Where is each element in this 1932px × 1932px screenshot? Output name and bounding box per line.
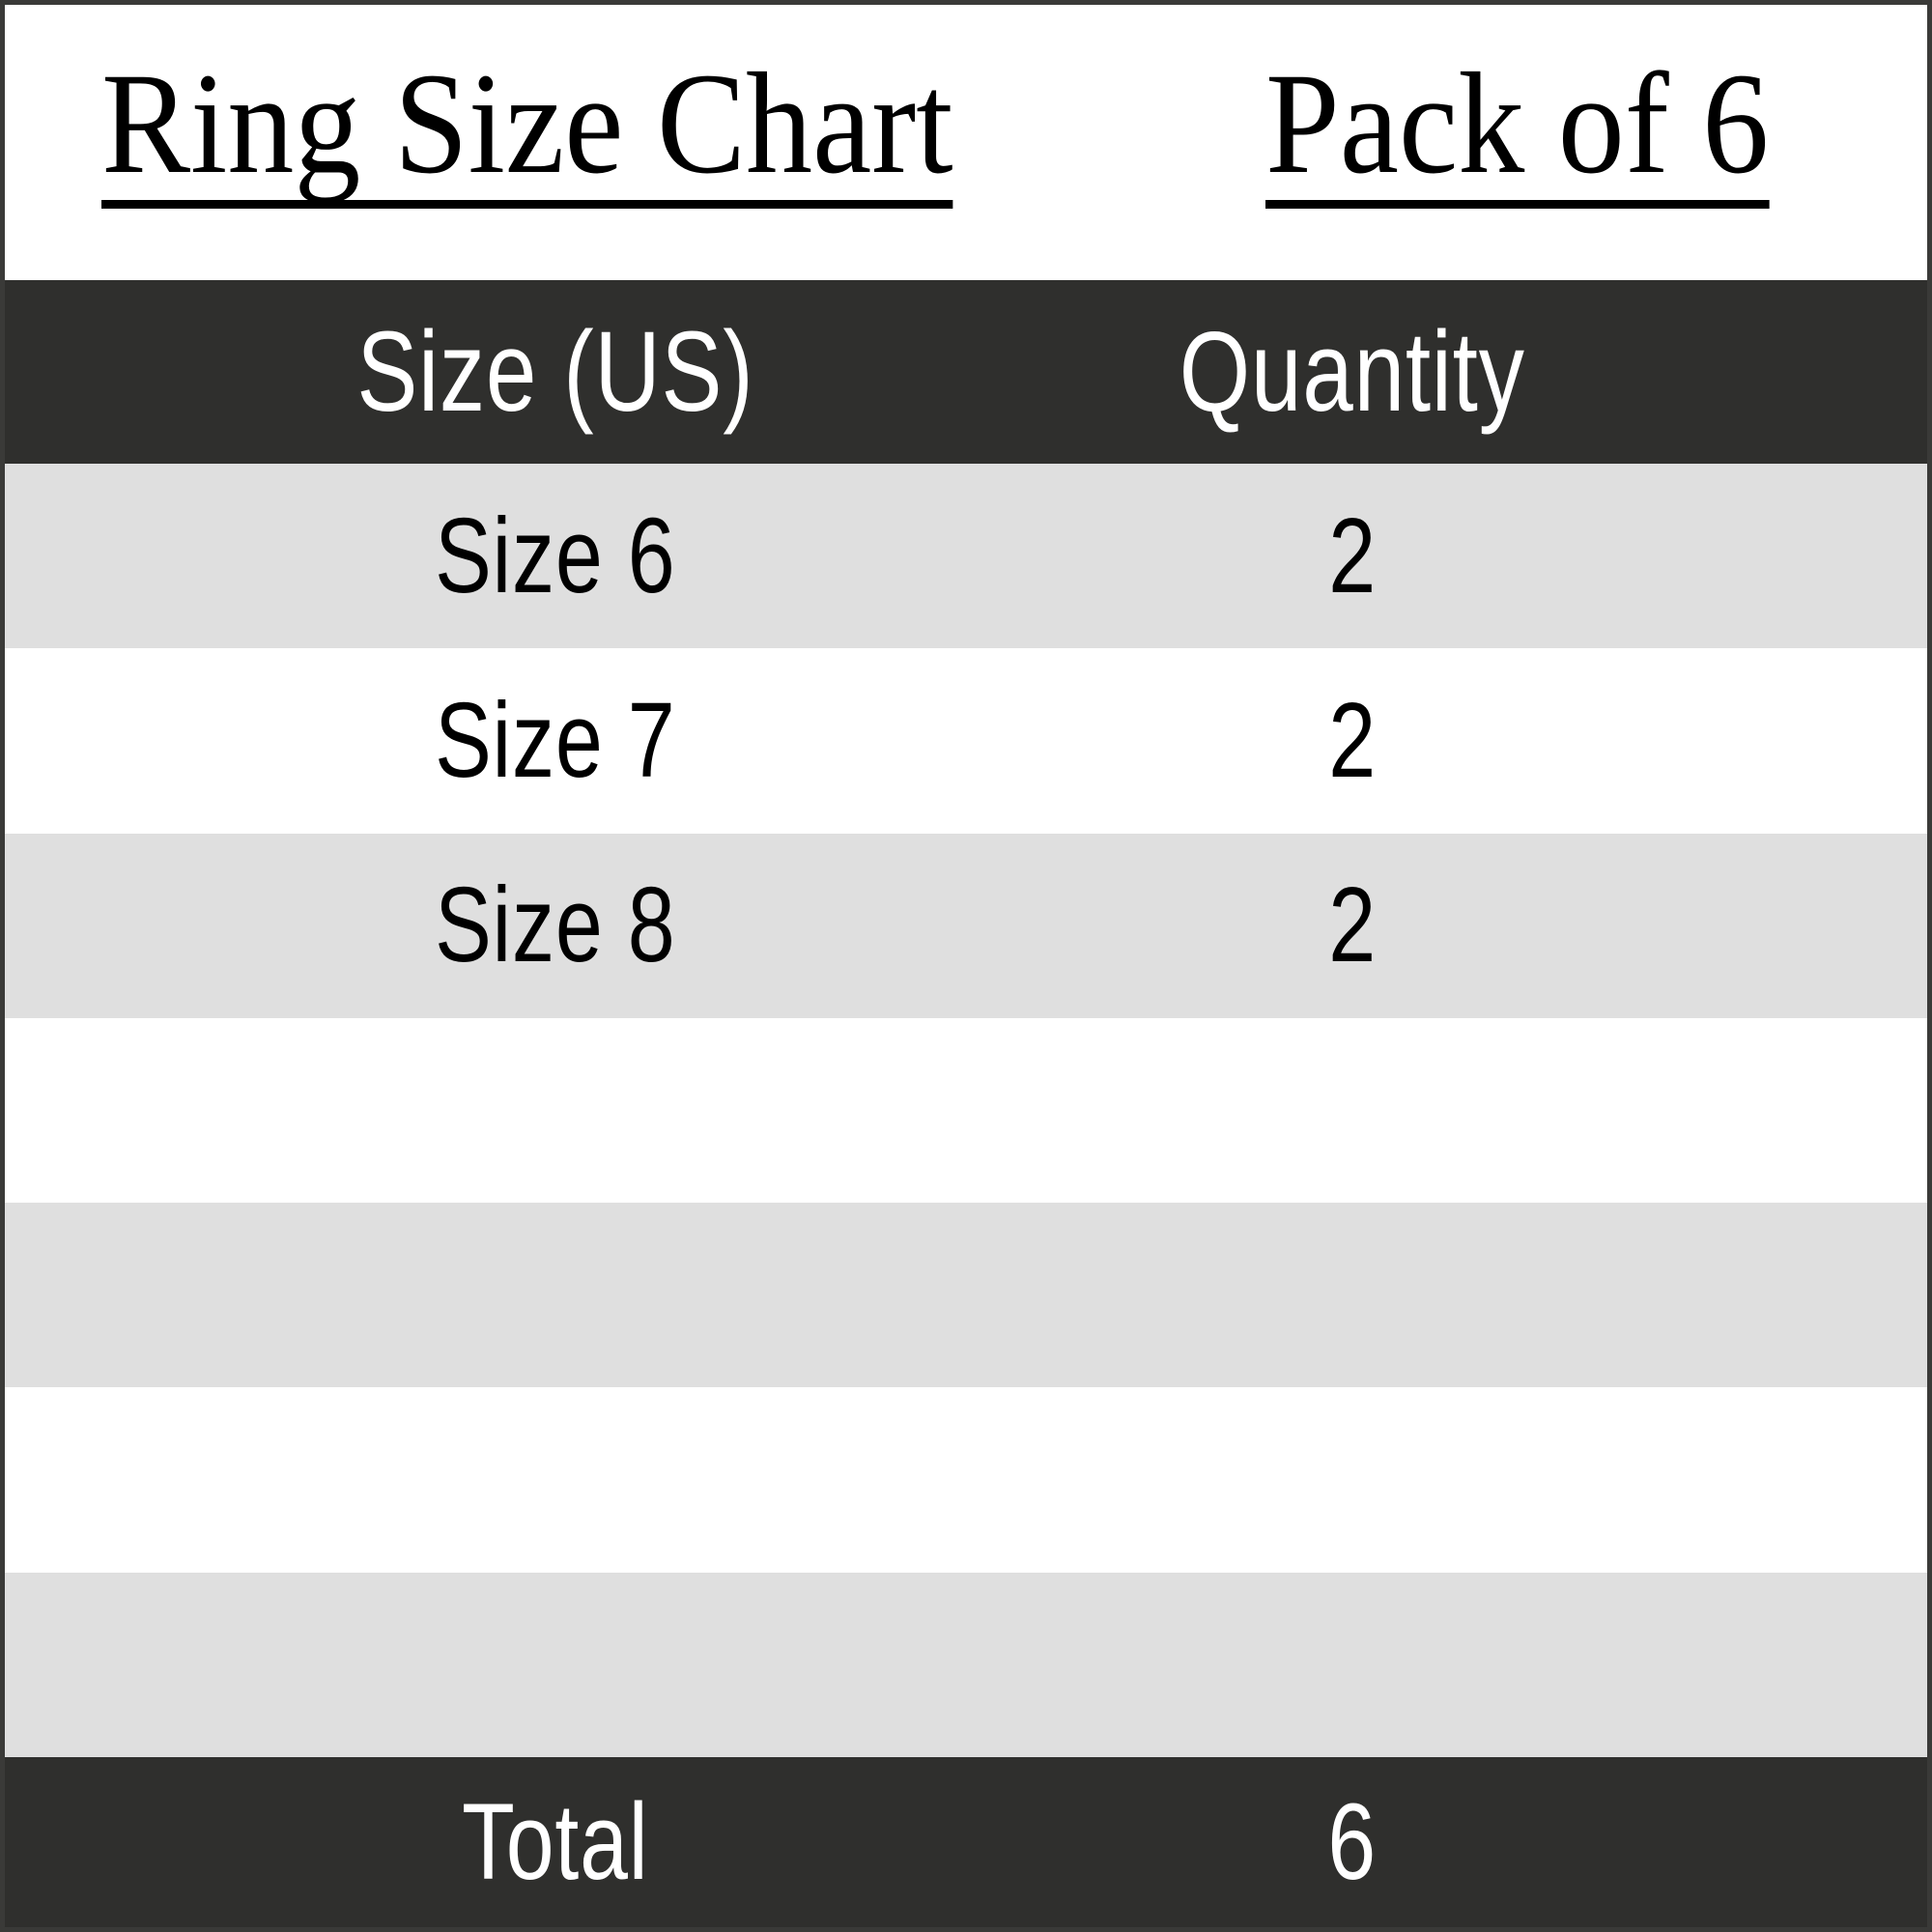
column-header-quantity-label: Quantity <box>1179 308 1525 436</box>
table-row[interactable] <box>5 1572 1927 1757</box>
cell-size-value: Size 6 <box>435 496 676 615</box>
total-label: Total <box>462 1780 649 1902</box>
cell-size-value: Size 7 <box>435 680 676 800</box>
size-quantity-table: Size (US) Quantity Size 6 2 Size 7 2 <box>5 280 1927 1927</box>
cell-quantity: 2 <box>1106 464 1927 648</box>
total-value-cell: 6 <box>1106 1757 1927 1927</box>
cell-quantity-value: 2 <box>1328 680 1377 800</box>
table-row[interactable]: Size 8 2 <box>5 833 1927 1018</box>
cell-size: Size 8 <box>5 834 1106 1018</box>
cell-quantity: 2 <box>1106 834 1927 1018</box>
title-band: Ring Size Chart Pack of 6 <box>5 5 1927 280</box>
column-header-size-label: Size (US) <box>356 308 754 436</box>
cell-quantity <box>1106 1203 1927 1387</box>
column-header-size: Size (US) <box>5 280 1106 464</box>
page-title: Ring Size Chart <box>101 51 953 209</box>
cell-quantity: 2 <box>1106 648 1927 833</box>
cell-quantity <box>1106 1387 1927 1572</box>
table-row[interactable] <box>5 1203 1927 1388</box>
table-row[interactable]: Size 6 2 <box>5 464 1927 649</box>
cell-size <box>5 1573 1106 1757</box>
cell-quantity-value: 2 <box>1328 866 1377 985</box>
table-row[interactable] <box>5 1387 1927 1573</box>
total-value: 6 <box>1327 1780 1378 1902</box>
table-total-row: Total 6 <box>5 1756 1927 1927</box>
table-row[interactable]: Size 7 2 <box>5 648 1927 834</box>
cell-size <box>5 1387 1106 1572</box>
cell-quantity-value: 2 <box>1328 496 1377 615</box>
cell-quantity <box>1106 1573 1927 1757</box>
column-header-quantity: Quantity <box>1106 280 1927 464</box>
cell-size: Size 6 <box>5 464 1106 648</box>
cell-size-value: Size 8 <box>435 866 676 985</box>
cell-size <box>5 1018 1106 1203</box>
cell-size <box>5 1203 1106 1387</box>
pack-size-title: Pack of 6 <box>1265 51 1770 209</box>
table-row[interactable] <box>5 1017 1927 1204</box>
cell-size: Size 7 <box>5 648 1106 833</box>
cell-quantity <box>1106 1018 1927 1203</box>
table-header-row: Size (US) Quantity <box>5 280 1927 464</box>
total-label-cell: Total <box>5 1757 1106 1927</box>
